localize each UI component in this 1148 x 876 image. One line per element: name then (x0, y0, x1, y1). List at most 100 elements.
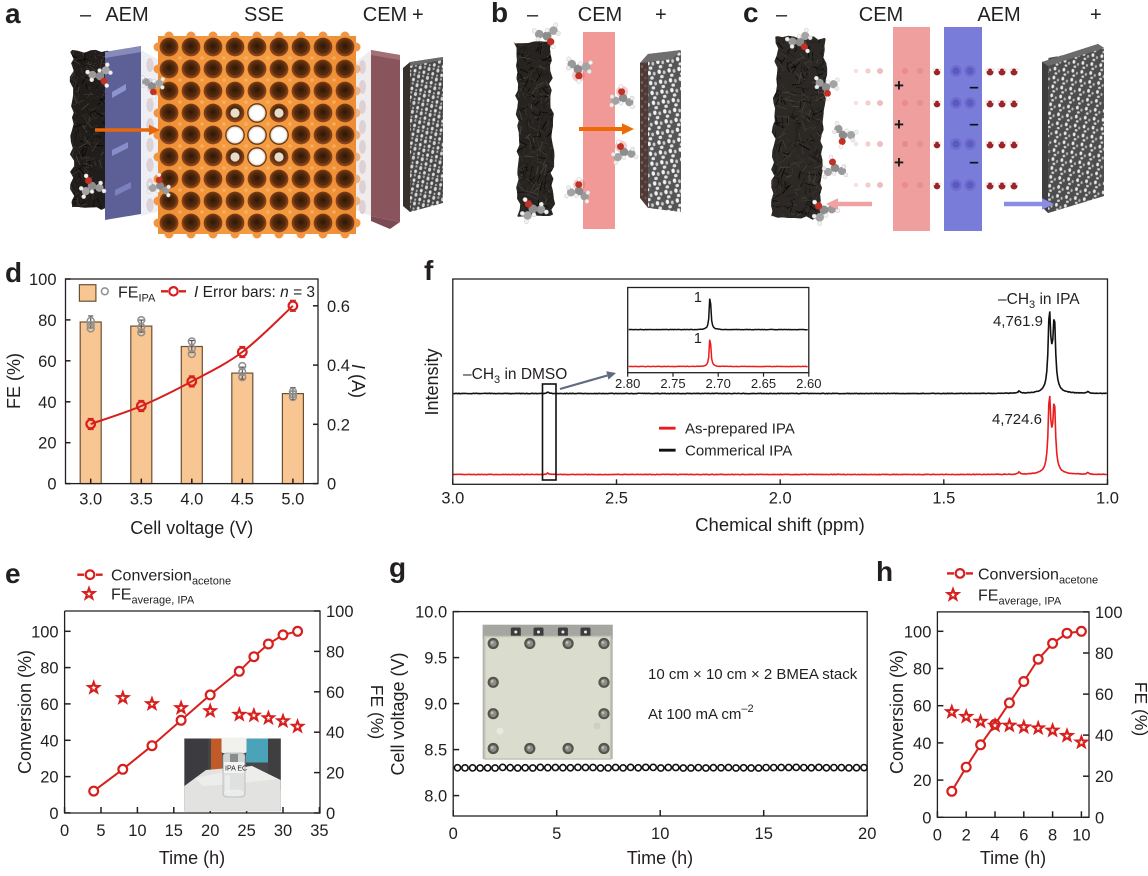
svg-text:+: + (894, 76, 904, 95)
svg-text:+: + (1090, 4, 1102, 26)
svg-text:5: 5 (96, 822, 105, 840)
svg-text:0: 0 (326, 805, 335, 823)
svg-text:c: c (743, 0, 759, 28)
svg-text:As-prepared IPA: As-prepared IPA (685, 421, 795, 438)
svg-text:AEM: AEM (977, 4, 1020, 26)
svg-text:5.0: 5.0 (281, 491, 304, 509)
svg-text:80: 80 (40, 660, 58, 678)
svg-text:4.0: 4.0 (180, 491, 203, 509)
svg-text:a: a (5, 0, 21, 29)
svg-text:8: 8 (1048, 826, 1057, 844)
svg-text:0: 0 (449, 825, 458, 843)
svg-text:4: 4 (990, 826, 999, 844)
svg-text:2.75: 2.75 (660, 376, 685, 391)
svg-text:100: 100 (326, 603, 354, 621)
svg-text:I Error bars: n = 3: I Error bars: n = 3 (194, 284, 315, 301)
svg-text:3.0: 3.0 (79, 491, 102, 509)
svg-text:–: – (969, 114, 978, 133)
svg-text:d: d (5, 257, 22, 288)
svg-text:5: 5 (552, 825, 561, 843)
svg-text:FE (%): FE (%) (4, 353, 24, 409)
svg-text:25: 25 (237, 822, 255, 840)
svg-text:I (A): I (A) (348, 364, 368, 398)
svg-text:AEM: AEM (105, 4, 148, 26)
svg-text:Time (h): Time (h) (627, 848, 693, 868)
svg-text:80: 80 (1095, 645, 1113, 663)
svg-text:60: 60 (38, 353, 56, 371)
svg-text:0: 0 (60, 822, 69, 840)
svg-text:20: 20 (858, 825, 876, 843)
svg-text:+: + (655, 4, 667, 26)
svg-text:h: h (876, 556, 893, 587)
svg-text:0.2: 0.2 (327, 416, 350, 434)
svg-text:2.65: 2.65 (751, 376, 776, 391)
svg-text:–: – (527, 4, 539, 26)
svg-text:+: + (894, 115, 904, 134)
svg-text:–: – (969, 152, 978, 171)
svg-text:3.5: 3.5 (130, 491, 153, 509)
svg-text:15: 15 (165, 822, 183, 840)
svg-text:35: 35 (310, 822, 328, 840)
svg-text:80: 80 (913, 661, 931, 679)
svg-text:e: e (5, 558, 21, 589)
svg-text:100: 100 (904, 623, 932, 641)
svg-text:–: – (969, 77, 978, 96)
svg-text:60: 60 (40, 696, 58, 714)
svg-text:100: 100 (1095, 604, 1123, 622)
svg-text:–: – (80, 4, 92, 26)
svg-text:Conversion (%): Conversion (%) (15, 650, 35, 774)
svg-text:2.5: 2.5 (605, 489, 628, 507)
svg-text:Cell voltage (V): Cell voltage (V) (130, 518, 253, 538)
svg-text:80: 80 (38, 312, 56, 330)
svg-text:80: 80 (326, 643, 344, 661)
svg-text:1.0: 1.0 (1096, 489, 1119, 507)
svg-text:8.5: 8.5 (424, 742, 447, 760)
svg-text:f: f (424, 255, 434, 286)
svg-text:0: 0 (1095, 809, 1104, 827)
svg-text:1.5: 1.5 (932, 489, 955, 507)
svg-text:4,761.9: 4,761.9 (993, 313, 1043, 330)
svg-text:40: 40 (913, 735, 931, 753)
svg-text:40: 40 (326, 724, 344, 742)
svg-text:2.60: 2.60 (796, 376, 821, 391)
svg-text:+: + (412, 4, 424, 26)
svg-text:0: 0 (49, 805, 58, 823)
svg-text:100: 100 (31, 623, 59, 641)
svg-text:2.0: 2.0 (769, 489, 792, 507)
svg-text:b: b (491, 0, 508, 28)
svg-text:–: – (776, 4, 788, 26)
svg-text:1: 1 (694, 290, 702, 306)
svg-text:Conversion (%): Conversion (%) (887, 650, 907, 774)
svg-text:0: 0 (327, 476, 336, 494)
svg-text:100: 100 (29, 271, 57, 289)
svg-text:Commerical IPA: Commerical IPA (685, 443, 792, 460)
svg-text:10 cm × 10 cm × 2 BMEA stack: 10 cm × 10 cm × 2 BMEA stack (648, 666, 858, 683)
svg-text:+: + (894, 153, 904, 172)
svg-text:40: 40 (38, 394, 56, 412)
svg-text:Chemical shift (ppm): Chemical shift (ppm) (695, 514, 865, 535)
svg-text:1: 1 (694, 331, 702, 347)
svg-text:10: 10 (1072, 826, 1090, 844)
svg-text:CEM: CEM (859, 4, 903, 26)
svg-text:At 100 mA cm–2: At 100 mA cm–2 (648, 703, 754, 723)
svg-text:60: 60 (326, 684, 344, 702)
svg-text:9.5: 9.5 (424, 650, 447, 668)
svg-text:0.4: 0.4 (327, 357, 350, 375)
svg-text:60: 60 (913, 698, 931, 716)
svg-text:IPA EC: IPA EC (225, 766, 247, 773)
svg-text:10.0: 10.0 (415, 604, 447, 622)
svg-text:0.6: 0.6 (327, 298, 350, 316)
svg-text:FE (%): FE (%) (1131, 682, 1148, 736)
svg-text:10: 10 (651, 825, 669, 843)
svg-text:9.0: 9.0 (424, 696, 447, 714)
svg-text:g: g (389, 552, 406, 583)
svg-text:Cell voltage (V): Cell voltage (V) (388, 652, 408, 775)
svg-text:3.0: 3.0 (441, 489, 464, 507)
svg-text:20: 20 (40, 769, 58, 787)
svg-text:CEM: CEM (363, 4, 407, 26)
svg-text:8.0: 8.0 (424, 788, 447, 806)
svg-text:15: 15 (755, 825, 773, 843)
svg-text:6: 6 (1019, 826, 1028, 844)
svg-text:60: 60 (1095, 686, 1113, 704)
svg-text:4,724.6: 4,724.6 (992, 411, 1042, 428)
